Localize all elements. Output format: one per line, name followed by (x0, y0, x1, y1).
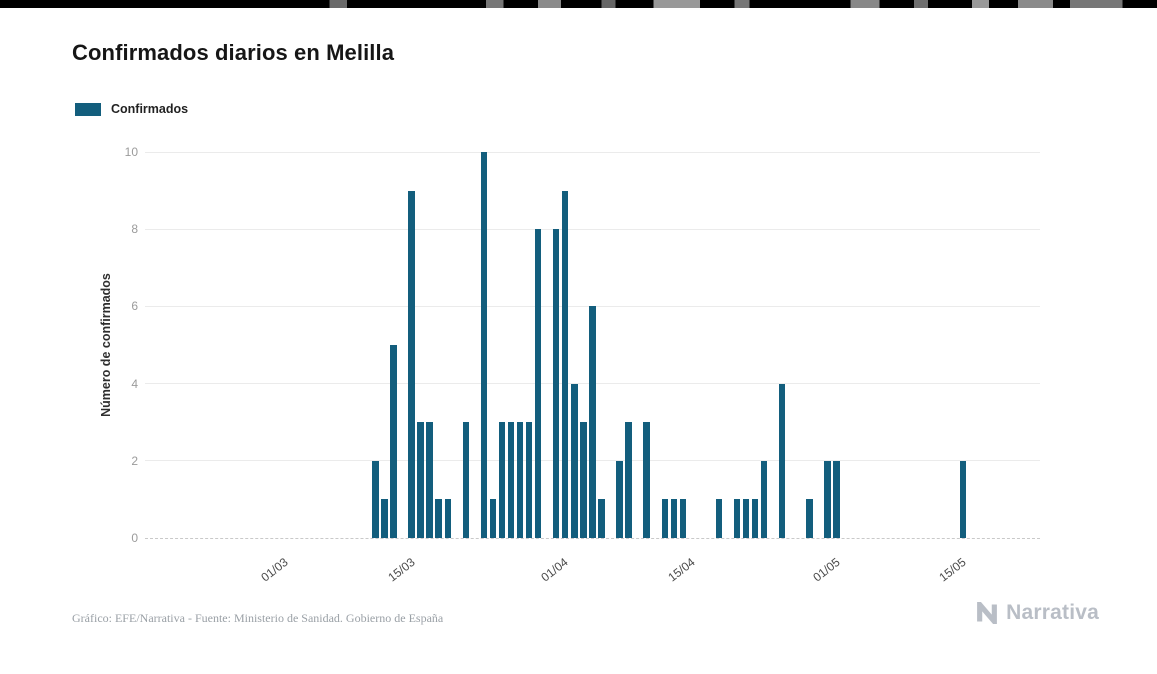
legend-label: Confirmados (111, 102, 189, 116)
bar (806, 499, 813, 538)
bar (715, 499, 723, 538)
bar (498, 422, 506, 538)
bar (489, 499, 497, 538)
y-tick-label: 0 (131, 531, 138, 545)
bar (525, 422, 533, 538)
source-credit: Gráfico: EFE/Narrativa - Fuente: Ministe… (72, 611, 444, 625)
y-tick-label: 2 (131, 453, 138, 468)
bar (372, 460, 379, 538)
bar (733, 499, 741, 538)
gridline (145, 537, 1040, 539)
bar (598, 499, 605, 538)
x-tick-label: 15/03 (384, 555, 418, 585)
bar (534, 229, 542, 538)
bar (390, 345, 397, 538)
bar (444, 499, 451, 538)
bar (833, 460, 840, 538)
legend-item-confirmados[interactable]: Confirmados (75, 102, 188, 116)
bar (435, 499, 442, 538)
bar (553, 229, 560, 538)
bar (580, 422, 587, 538)
y-tick-label: 4 (131, 376, 138, 391)
bar (480, 152, 488, 538)
bar (670, 499, 677, 538)
plot-area: 01/03 15/03 01/04 15/04 01/05 15/05 (145, 151, 1040, 585)
bar (562, 190, 569, 538)
bar (661, 499, 668, 538)
bar (616, 460, 623, 538)
bar (408, 190, 415, 538)
bar (589, 306, 596, 538)
bar (760, 460, 768, 538)
bar (824, 460, 831, 538)
x-tick-label: 15/05 (936, 555, 969, 585)
y-tick-label: 6 (131, 299, 138, 314)
y-tick-label: 8 (131, 222, 138, 237)
bar (571, 383, 578, 538)
x-tick-label: 15/04 (665, 555, 698, 585)
bar (779, 383, 786, 538)
bar (625, 422, 632, 538)
bar (462, 422, 470, 538)
bar (643, 422, 650, 538)
bar (426, 422, 433, 538)
bar (751, 499, 759, 538)
narrativa-logo-icon (977, 602, 998, 624)
screen-top-strip (0, 0, 1157, 8)
bar (679, 499, 687, 538)
x-tick-label: 01/04 (538, 555, 571, 585)
y-axis: 0 2 4 6 8 10 (88, 145, 138, 545)
narrativa-logo-text: Narrativa (1006, 601, 1099, 624)
gridline (145, 151, 1040, 153)
x-tick-label: 01/05 (809, 555, 843, 585)
bar (742, 499, 750, 538)
bar (516, 422, 524, 538)
gridline (145, 228, 1040, 230)
chart-title: Confirmados diarios en Melilla (72, 40, 395, 65)
bar (381, 499, 388, 538)
narrativa-brand: Narrativa (975, 601, 1099, 625)
bar (959, 460, 967, 538)
x-tick-label: 01/03 (258, 555, 291, 585)
gridline (145, 305, 1040, 307)
bar (417, 422, 424, 538)
bar (507, 422, 515, 538)
y-tick-label: 10 (124, 145, 138, 159)
legend-swatch (75, 102, 101, 116)
